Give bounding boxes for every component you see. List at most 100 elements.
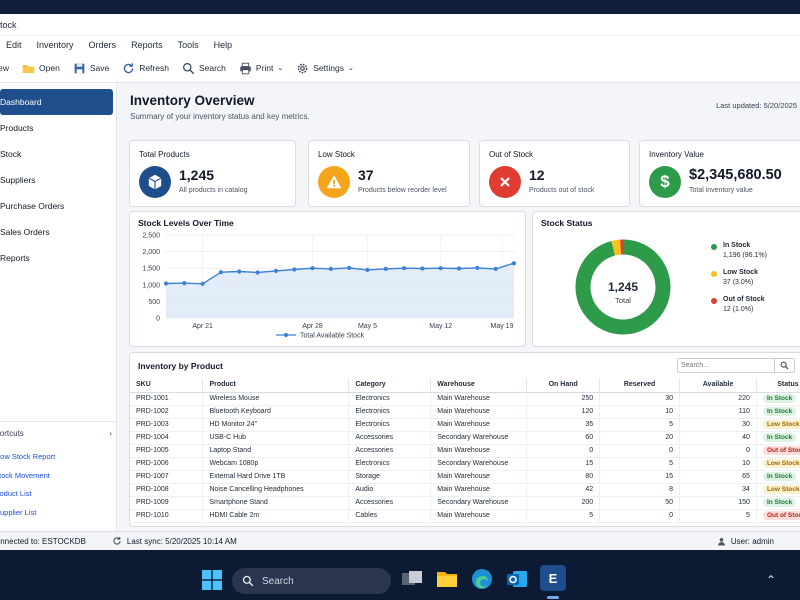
open-button[interactable]: Open <box>22 62 60 75</box>
connection-status: Connected to: ESTOCKDB <box>0 536 86 546</box>
new-label: New <box>0 63 10 73</box>
donut-slice <box>575 239 671 335</box>
table-row[interactable]: PRD-1009 Smartphone Stand Accessories Secon… <box>130 496 800 510</box>
sidebar-item-reports[interactable]: Reports <box>0 245 116 271</box>
sidebar-item-suppliers[interactable]: Suppliers <box>0 167 116 193</box>
taskbar-search-label: Search <box>262 575 294 587</box>
folder-icon <box>22 64 35 73</box>
legend-dot <box>711 244 717 250</box>
data-point <box>200 281 205 286</box>
kpi-value: 12 <box>529 167 545 183</box>
table-row[interactable]: PRD-1008 Noise Cancelling Headphones Audio… <box>130 483 800 497</box>
search-button[interactable]: Search <box>182 62 226 75</box>
status-badge: In Stock <box>762 394 797 403</box>
kpi-card-low-stock[interactable]: Low Stock 37 Products below reorder leve… <box>308 140 470 207</box>
status-cell: In Stock <box>756 392 800 406</box>
product-cell: Smartphone Stand <box>202 496 350 510</box>
menu-edit[interactable]: Edit <box>6 40 22 50</box>
kpi-card-out-of-stock[interactable]: Out of Stock 12 Products out of stock <box>479 140 630 207</box>
on-hand-cell: 35 <box>526 418 601 432</box>
data-point <box>347 265 352 270</box>
warehouse-cell: Secondary Warehouse <box>430 431 528 445</box>
reserved-cell: 15 <box>599 470 681 484</box>
column-header-available[interactable]: Available <box>679 378 757 393</box>
kpi-card-total-products[interactable]: Total Products 1,245 All products in cat… <box>129 140 296 207</box>
kpi-card-inventory-value[interactable]: Inventory Value $ $2,345,680.50 Total in… <box>639 140 800 207</box>
page-subtitle: Summary of your inventory status and key… <box>130 112 310 121</box>
print-button[interactable]: Print ⌄ <box>239 62 283 75</box>
search-submit-button[interactable] <box>774 359 794 372</box>
new-button[interactable]: New <box>0 63 9 73</box>
table-row[interactable]: PRD-1001 Wireless Mouse Electronics Main Wa… <box>130 392 800 406</box>
inventory-table: SKU Product Category Warehouse On Hand R… <box>130 378 800 523</box>
menu-help[interactable]: Help <box>213 40 233 50</box>
sidebar-item-products[interactable]: Products <box>0 115 116 141</box>
search-box[interactable] <box>677 358 795 373</box>
shortcut-product-list[interactable]: Product List <box>0 489 32 498</box>
chevron-up-icon[interactable]: ⌃ <box>766 573 777 587</box>
x-tick-label: May 5 <box>358 323 377 330</box>
data-point <box>438 266 443 271</box>
table-row[interactable]: PRD-1005 Laptop Stand Accessories Main Ware… <box>130 444 800 458</box>
estock-app-icon[interactable]: E <box>540 565 566 591</box>
on-hand-cell: 250 <box>526 392 601 406</box>
column-header-product[interactable]: Product <box>202 378 350 393</box>
shortcut-stock-movement[interactable]: Stock Movement <box>0 471 50 480</box>
column-header-sku[interactable]: SKU <box>130 378 204 393</box>
sidebar-item-stock[interactable]: Stock <box>0 141 116 167</box>
table-row[interactable]: PRD-1010 HDMI Cable 2m Cables Main Warehous… <box>130 509 800 523</box>
settings-label: Settings <box>313 63 344 73</box>
on-hand-cell: 60 <box>526 431 601 445</box>
sidebar-item-sales-orders[interactable]: Sales Orders <box>0 219 116 245</box>
kpi-value: 37 <box>358 167 374 183</box>
windows-start-icon[interactable] <box>202 570 222 590</box>
x-tick-label: May 19 <box>491 323 514 330</box>
settings-button[interactable]: Settings ⌄ <box>296 62 354 75</box>
file-explorer-icon[interactable] <box>435 567 459 591</box>
column-header-category[interactable]: Category <box>348 378 432 393</box>
column-header-status[interactable]: Status <box>756 378 800 393</box>
column-header-warehouse[interactable]: Warehouse <box>430 378 528 393</box>
task-view-icon[interactable] <box>400 567 424 591</box>
taskbar-search[interactable]: Search <box>232 568 391 594</box>
table-row[interactable]: PRD-1002 Bluetooth Keyboard Electronics Mai… <box>130 405 800 419</box>
table-row[interactable]: PRD-1006 Webcam 1080p Electronics Secondary… <box>130 457 800 471</box>
sidebar-item-dashboard[interactable]: Dashboard <box>0 89 113 115</box>
status-cell: Low Stock <box>756 457 800 471</box>
status-badge: Low Stock <box>762 459 800 468</box>
desktop-top-strip <box>0 0 800 14</box>
search-input[interactable] <box>678 359 774 372</box>
save-button[interactable]: Save <box>73 62 109 75</box>
column-header-on-hand[interactable]: On Hand <box>526 378 601 393</box>
edge-icon[interactable] <box>470 567 494 591</box>
y-tick-label: 500 <box>148 299 160 306</box>
category-cell: Electronics <box>348 418 432 432</box>
shortcut-low-stock-report[interactable]: Low Stock Report <box>0 452 56 461</box>
kpi-caption: Products below reorder level <box>358 187 447 194</box>
shortcut-supplier-list[interactable]: Supplier List <box>0 508 37 517</box>
sidebar-item-purchase-orders[interactable]: Purchase Orders <box>0 193 116 219</box>
chart-title: Stock Levels Over Time <box>138 218 234 228</box>
menu-tools[interactable]: Tools <box>177 40 199 50</box>
data-point <box>493 266 498 271</box>
legend-name: Low Stock <box>723 269 759 276</box>
table-row[interactable]: PRD-1004 USB-C Hub Accessories Secondary Wa… <box>130 431 800 445</box>
table-row[interactable]: PRD-1007 External Hard Drive 1TB Storage Ma… <box>130 470 800 484</box>
warehouse-cell: Main Warehouse <box>430 405 528 419</box>
column-header-reserved[interactable]: Reserved <box>599 378 681 393</box>
outlook-icon[interactable] <box>505 567 529 591</box>
data-point <box>292 267 297 272</box>
table-row[interactable]: PRD-1003 HD Monitor 24" Electronics Main Wa… <box>130 418 800 432</box>
shortcuts-header[interactable]: Shortcuts › <box>0 429 112 438</box>
legend-value: 37 (3.0%) <box>723 279 754 286</box>
reserved-cell: 30 <box>599 392 681 406</box>
menu-orders[interactable]: Orders <box>88 40 117 50</box>
menu-reports[interactable]: Reports <box>131 40 163 50</box>
stock-status-panel: Stock Status 1,245 Total In Stock 1,196 … <box>532 211 800 347</box>
sku-cell: PRD-1001 <box>130 392 204 406</box>
status-badge: In Stock <box>762 498 797 507</box>
kpi-caption: Total inventory value <box>689 187 753 194</box>
menu-inventory[interactable]: Inventory <box>36 40 74 50</box>
refresh-button[interactable]: Refresh <box>122 62 169 75</box>
data-point <box>255 270 260 275</box>
